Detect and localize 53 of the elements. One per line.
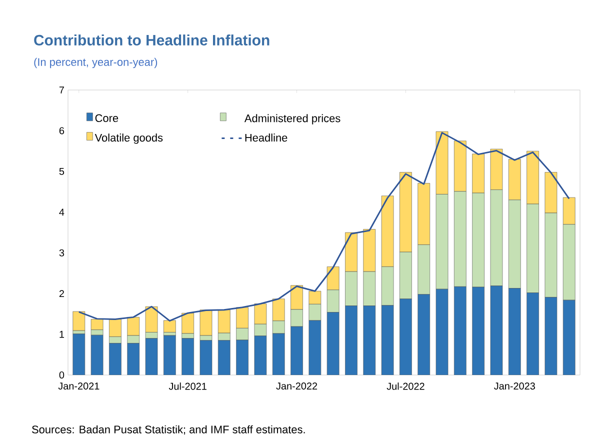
bar [182, 312, 194, 334]
bar [127, 343, 140, 375]
y-tick-label: 4 [59, 208, 64, 216]
x-tick-label: Jan-2021 [58, 382, 100, 390]
y-tick-label: 2 [59, 290, 64, 298]
line-series [78, 132, 570, 322]
bar [363, 306, 376, 375]
bar [200, 310, 212, 336]
bar [544, 297, 558, 375]
bar [526, 292, 539, 375]
bar [72, 311, 86, 331]
bar [164, 320, 176, 332]
x-tick-label: Jan-2023 [494, 382, 535, 390]
bar [218, 340, 230, 375]
bar [272, 333, 285, 375]
y-tick-label: 7 [59, 86, 64, 94]
bar [454, 286, 466, 375]
bar [418, 294, 430, 375]
bar [562, 300, 576, 375]
bar [290, 326, 303, 375]
y-tick-label: 0 [59, 371, 64, 379]
y-tick-label: 6 [59, 127, 64, 134]
source-note: Sources: Badan Pusat Statistik; and IMF staff estimates. [32, 425, 305, 435]
chart-subtitle: (In percent, year-on-year) [34, 58, 158, 68]
chart-title: Contribution to Headline Inflation [34, 34, 270, 46]
legend-label: Volatile goods [94, 134, 163, 144]
y-tick-label: 1 [60, 330, 64, 338]
legend-label: Core [95, 114, 118, 122]
y-tick-label: 5 [59, 168, 64, 175]
bar [326, 312, 340, 375]
bar [345, 306, 358, 375]
bar [400, 298, 412, 375]
bar [508, 288, 521, 375]
bar [90, 334, 104, 375]
bar [145, 338, 158, 375]
bar [254, 336, 267, 375]
legend-label: Administered prices [244, 114, 340, 124]
bar [381, 305, 394, 375]
bar [308, 320, 322, 375]
legend-label: Headline [245, 134, 288, 142]
bar [436, 288, 448, 375]
bar [72, 334, 86, 375]
bar [164, 335, 176, 375]
y-tick-label: 3 [59, 249, 64, 256]
bar [472, 286, 484, 375]
bar [109, 343, 122, 375]
bar [182, 338, 194, 375]
x-tick-label: Jul-2022 [386, 382, 424, 390]
bar [200, 340, 212, 375]
x-tick-label: Jan-2022 [276, 382, 318, 390]
x-tick-label: Jul-2021 [168, 382, 206, 390]
bar [236, 340, 248, 375]
bar [490, 286, 503, 375]
